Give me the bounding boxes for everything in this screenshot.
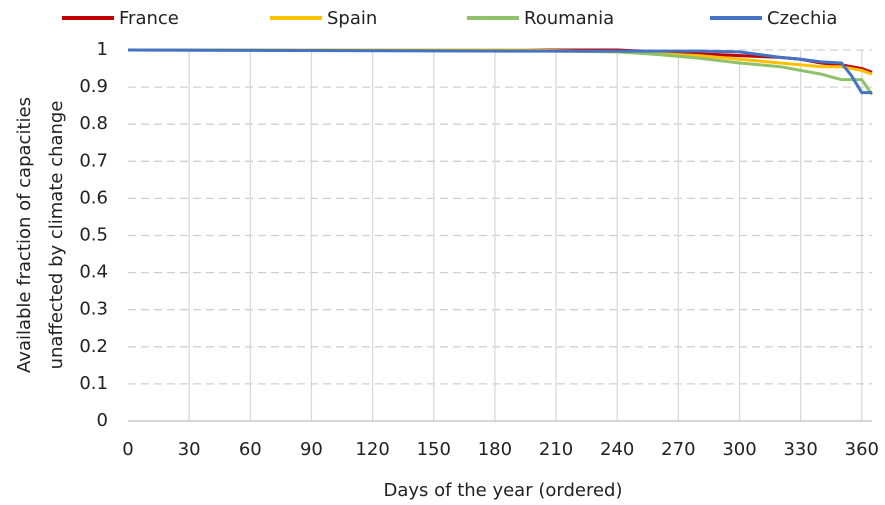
y-tick-label: 0.4 [79, 262, 108, 283]
x-tick-label: 30 [178, 439, 201, 460]
legend-label: France [119, 8, 179, 29]
y-tick-label: 0 [97, 410, 108, 431]
legend-label: Spain [327, 8, 377, 29]
series-line [127, 48, 872, 95]
y-tick-label: 0.5 [79, 225, 108, 246]
y-tick-label: 0.7 [79, 150, 108, 171]
y-tick-label: 0.3 [79, 299, 108, 320]
x-tick-label: 180 [478, 439, 512, 460]
x-tick-label: 270 [661, 439, 695, 460]
x-tick-label: 300 [722, 439, 756, 460]
x-tick-label: 0 [122, 439, 133, 460]
x-tick-label: 240 [600, 439, 634, 460]
y-tick-label: 0.1 [79, 373, 108, 394]
x-tick-label: 120 [355, 439, 389, 460]
x-tick-label: 330 [783, 439, 817, 460]
y-tick-label: 0.9 [79, 76, 108, 97]
y-axis-label: unaffected by climate change [46, 101, 67, 370]
x-tick-label: 150 [417, 439, 451, 460]
x-axis-label: Days of the year (ordered) [383, 480, 622, 501]
y-axis-label: Available fraction of capacities [14, 97, 35, 373]
legend-label: Roumania [524, 8, 614, 29]
x-tick-label: 60 [239, 439, 262, 460]
x-tick-label: 360 [845, 439, 879, 460]
x-tick-label: 90 [300, 439, 323, 460]
legend-label: Czechia [767, 8, 837, 29]
x-tick-label: 210 [539, 439, 573, 460]
y-tick-label: 0.2 [79, 336, 108, 357]
y-tick-label: 0.8 [79, 113, 108, 134]
y-tick-label: 1 [97, 39, 108, 60]
y-tick-label: 0.6 [79, 187, 108, 208]
